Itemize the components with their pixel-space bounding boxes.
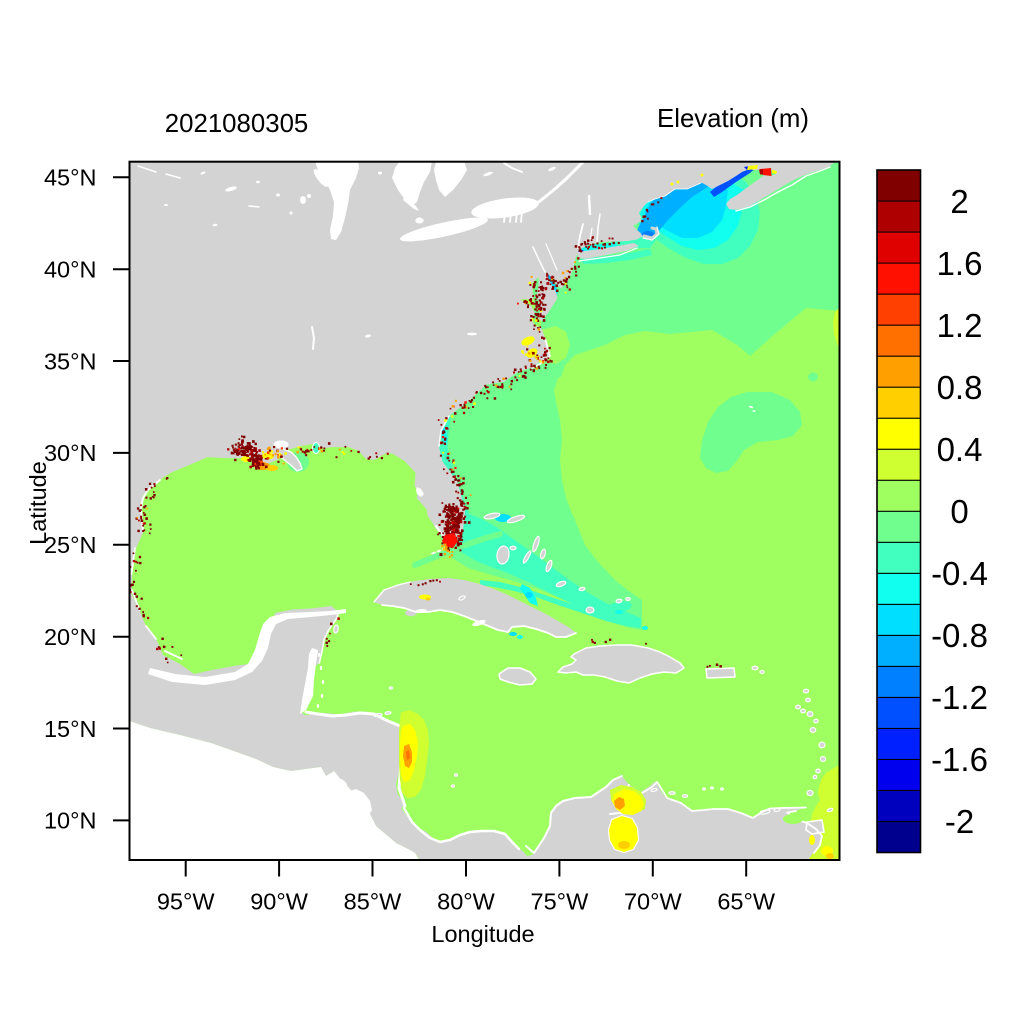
- svg-text:1.6: 1.6: [937, 245, 983, 282]
- svg-text:75°W: 75°W: [531, 889, 590, 915]
- svg-text:0.8: 0.8: [937, 369, 983, 406]
- svg-text:85°W: 85°W: [344, 889, 403, 915]
- svg-text:0.4: 0.4: [937, 431, 983, 468]
- svg-text:45°N: 45°N: [44, 165, 97, 191]
- svg-text:40°N: 40°N: [44, 257, 97, 283]
- svg-text:65°W: 65°W: [717, 889, 776, 915]
- svg-text:70°W: 70°W: [624, 889, 683, 915]
- svg-text:2021080305: 2021080305: [165, 110, 308, 138]
- svg-text:30°N: 30°N: [44, 440, 97, 466]
- svg-text:-1.2: -1.2: [931, 679, 988, 716]
- svg-text:35°N: 35°N: [44, 348, 97, 374]
- svg-text:80°W: 80°W: [437, 889, 496, 915]
- svg-text:Elevation (m): Elevation (m): [657, 105, 809, 133]
- svg-text:1.2: 1.2: [937, 307, 983, 344]
- svg-text:10°N: 10°N: [44, 808, 97, 834]
- svg-text:-0.8: -0.8: [931, 617, 988, 654]
- svg-text:-1.6: -1.6: [931, 741, 988, 778]
- svg-text:20°N: 20°N: [44, 624, 97, 650]
- svg-text:15°N: 15°N: [44, 716, 97, 742]
- svg-text:Latitude: Latitude: [25, 461, 51, 545]
- svg-text:-0.4: -0.4: [931, 555, 988, 592]
- svg-text:95°W: 95°W: [157, 889, 216, 915]
- svg-text:25°N: 25°N: [44, 532, 97, 558]
- svg-text:-2: -2: [945, 803, 974, 840]
- svg-text:2: 2: [950, 183, 968, 220]
- svg-text:90°W: 90°W: [250, 889, 309, 915]
- svg-text:0: 0: [950, 493, 968, 530]
- svg-text:Longitude: Longitude: [431, 921, 534, 947]
